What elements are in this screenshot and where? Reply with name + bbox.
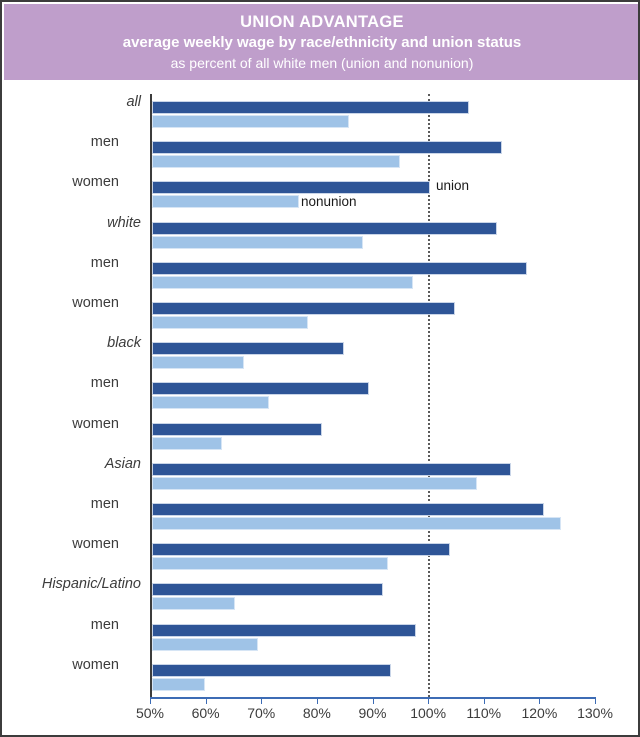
x-axis-line xyxy=(150,697,596,699)
bar-union xyxy=(152,623,417,637)
callout-nonunion-label: nonunion xyxy=(299,194,359,209)
bar-union xyxy=(152,663,392,677)
bar-nonunion xyxy=(152,677,205,691)
row-label-men: men xyxy=(90,496,119,512)
bar-nonunion xyxy=(152,356,244,370)
row-label-men: men xyxy=(90,375,119,392)
row-label-men: men xyxy=(90,616,119,633)
x-tick-label: 130% xyxy=(577,705,613,721)
x-tick xyxy=(428,699,430,704)
bar-nonunion xyxy=(152,436,222,450)
bar-nonunion xyxy=(152,235,364,249)
x-tick-label: 70% xyxy=(247,705,276,721)
bar-nonunion xyxy=(152,517,561,530)
bar-nonunion xyxy=(152,275,414,289)
chart-header-banner: UNION ADVANTAGE average weekly wage by r… xyxy=(4,4,638,80)
bar-union xyxy=(152,261,528,275)
reference-line-100 xyxy=(428,94,431,697)
chart-subtitle: average weekly wage by race/ethnicity an… xyxy=(122,33,522,51)
chart-title: UNION ADVANTAGE xyxy=(240,12,404,31)
x-tick xyxy=(261,699,263,704)
row-label-men: men xyxy=(90,254,119,271)
x-tick-label: 90% xyxy=(358,705,387,721)
bar-nonunion xyxy=(152,476,478,490)
row-label-black: black xyxy=(107,335,141,352)
bar-union xyxy=(152,101,470,114)
row-label-women: women xyxy=(72,174,119,191)
row-label-hispanic-latino: Hispanic/Latino xyxy=(41,576,141,593)
row-label-white: white xyxy=(107,214,141,231)
bar-union xyxy=(152,221,497,235)
x-tick xyxy=(595,699,596,704)
row-label-men: men xyxy=(90,134,119,151)
y-axis-line xyxy=(150,94,152,697)
bar-nonunion xyxy=(152,637,258,651)
bar-union xyxy=(152,583,383,597)
bar-nonunion xyxy=(152,115,350,128)
bar-nonunion xyxy=(152,597,236,611)
x-tick-label: 100% xyxy=(410,705,447,721)
bar-union xyxy=(152,422,322,436)
bar-nonunion xyxy=(152,195,300,209)
bar-union xyxy=(152,302,456,315)
bar-nonunion xyxy=(152,396,269,410)
callout-union-label: union xyxy=(434,178,472,193)
x-tick-label: 110% xyxy=(466,705,502,721)
row-label-women: women xyxy=(72,536,119,553)
row-label-women: women xyxy=(72,415,119,432)
x-tick-label: 50% xyxy=(135,705,165,721)
plot-area xyxy=(150,94,595,697)
x-tick-label: 120% xyxy=(521,705,558,721)
bar-union xyxy=(152,382,369,396)
x-tick xyxy=(483,699,485,704)
x-tick-label: 60% xyxy=(191,705,220,721)
bar-nonunion xyxy=(152,557,389,571)
x-tick xyxy=(316,699,318,704)
bar-union xyxy=(152,543,450,557)
x-tick xyxy=(205,699,207,704)
x-tick xyxy=(539,699,541,704)
row-label-asian: Asian xyxy=(104,455,141,472)
x-tick-label: 80% xyxy=(302,705,331,721)
bar-union xyxy=(152,462,511,476)
x-tick xyxy=(150,699,151,704)
row-label-women: women xyxy=(72,295,119,311)
bar-union xyxy=(152,141,503,155)
row-label-women: women xyxy=(72,656,119,673)
chart-note: as percent of all white men (union and n… xyxy=(170,54,474,71)
bar-nonunion xyxy=(152,316,308,329)
x-tick xyxy=(372,699,374,704)
row-label-all: all xyxy=(126,94,141,110)
bar-union xyxy=(152,181,431,195)
bar-nonunion xyxy=(152,155,400,169)
bar-union xyxy=(152,503,545,516)
bar-union xyxy=(152,342,344,356)
